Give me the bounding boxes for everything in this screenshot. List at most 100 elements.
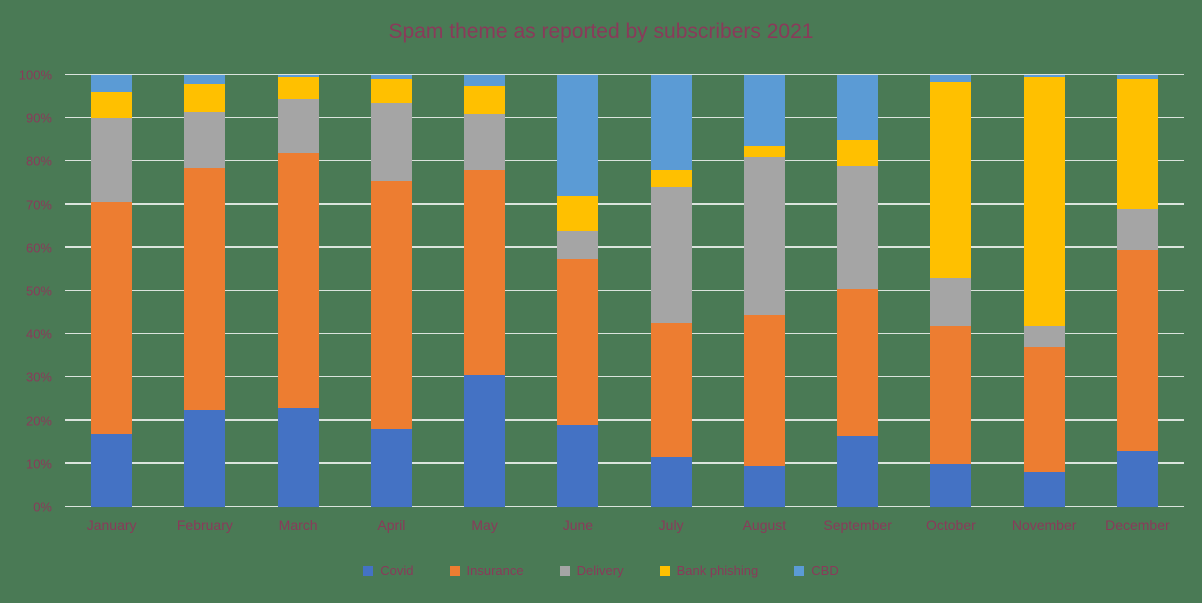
bar-segment-covid xyxy=(837,435,879,507)
bar-stack xyxy=(650,75,692,507)
bar-stack xyxy=(1023,75,1065,507)
bar-segment-delivery xyxy=(464,113,506,171)
bar-segment-insurance xyxy=(91,202,133,434)
bar-column-january xyxy=(65,75,158,507)
bar-segment-delivery xyxy=(930,278,972,326)
gridline xyxy=(65,419,1184,421)
bar-stack xyxy=(1116,75,1158,507)
bar-segment-insurance xyxy=(370,180,412,430)
legend-swatch xyxy=(794,565,805,576)
legend: Covid Insurance Delivery Bank phishing CBD xyxy=(0,563,1202,578)
y-axis: 0% 10% 20% 30% 40% 50% 60% 70% 80% 90% 100% xyxy=(0,68,58,515)
x-axis-label: September xyxy=(823,517,892,533)
bar-segment-covid xyxy=(1023,472,1065,507)
bar-stack xyxy=(743,75,785,507)
legend-item-delivery: Delivery xyxy=(559,563,624,578)
bar-segment-covid xyxy=(370,429,412,507)
bar-column-april xyxy=(345,75,438,507)
bar-column-november xyxy=(998,75,1091,507)
bar-segment-cbd xyxy=(1023,75,1065,78)
bar-segment-cbd xyxy=(557,75,599,196)
bar-segment-covid xyxy=(277,407,319,507)
bar-segment-bank-phishing xyxy=(743,146,785,158)
legend-label: CBD xyxy=(811,563,839,578)
gridline xyxy=(65,203,1184,205)
bar-segment-covid xyxy=(1116,450,1158,507)
bar-segment-covid xyxy=(930,463,972,507)
bar-segment-bank-phishing xyxy=(1023,77,1065,326)
bar-column-august xyxy=(718,75,811,507)
gridline xyxy=(65,375,1184,378)
bar-segment-insurance xyxy=(557,258,599,425)
x-axis-label: August xyxy=(742,517,787,533)
bar-segment-insurance xyxy=(464,170,506,376)
gridline xyxy=(65,159,1184,162)
x-axis-label: January xyxy=(86,517,137,533)
bar-segment-bank-phishing xyxy=(557,195,599,231)
legend-item-cbd: CBD xyxy=(794,563,839,578)
bar-column-september xyxy=(811,75,904,507)
bar-segment-covid xyxy=(650,457,692,507)
bar-segment-insurance xyxy=(650,323,692,458)
bar-segment-cbd xyxy=(91,75,133,93)
bar-segment-bank-phishing xyxy=(930,81,972,279)
bar-segment-delivery xyxy=(91,118,133,203)
bar-segment-delivery xyxy=(557,230,599,259)
bar-segment-delivery xyxy=(184,111,226,168)
bar-stack xyxy=(837,75,879,507)
bar-segment-bank-phishing xyxy=(370,79,412,104)
bar-segment-insurance xyxy=(184,167,226,410)
bar-stack xyxy=(277,75,319,507)
y-tick-label: 70% xyxy=(25,197,52,213)
bar-column-december xyxy=(1091,75,1184,507)
x-axis-label: July xyxy=(658,517,684,533)
legend-label: Delivery xyxy=(576,563,624,578)
bar-segment-delivery xyxy=(370,103,412,181)
bar-segment-cbd xyxy=(277,75,319,78)
y-tick-label: 100% xyxy=(18,67,52,83)
legend-item-covid: Covid xyxy=(363,563,414,578)
x-axis-label: June xyxy=(562,517,594,533)
bar-segment-delivery xyxy=(743,157,785,315)
legend-label: Covid xyxy=(380,563,414,578)
bar-segment-bank-phishing xyxy=(277,77,319,99)
bar-stack xyxy=(370,75,412,507)
legend-label: Insurance xyxy=(466,563,524,578)
legend-swatch xyxy=(363,565,374,576)
x-axis-label: February xyxy=(176,517,233,533)
y-tick-label: 90% xyxy=(25,110,52,126)
bar-segment-cbd xyxy=(837,75,879,140)
x-axis-label: March xyxy=(278,517,318,533)
bar-stack xyxy=(184,75,226,507)
bar-column-june xyxy=(531,75,624,507)
gridline xyxy=(65,462,1184,464)
y-tick-label: 30% xyxy=(25,369,52,385)
gridline xyxy=(65,73,1184,75)
legend-swatch xyxy=(559,565,570,576)
y-tick-label: 60% xyxy=(25,240,52,256)
legend-swatch xyxy=(449,565,460,576)
bars xyxy=(65,75,1184,507)
bar-segment-delivery xyxy=(650,187,692,324)
y-tick-label: 20% xyxy=(25,413,52,429)
x-axis-label: May xyxy=(471,517,498,533)
bar-segment-covid xyxy=(184,409,226,507)
bar-segment-covid xyxy=(464,375,506,507)
bar-column-october xyxy=(904,75,997,507)
x-axis-label: December xyxy=(1105,517,1170,533)
y-tick-label: 40% xyxy=(25,326,52,342)
bar-segment-covid xyxy=(743,465,785,507)
bar-column-july xyxy=(625,75,718,507)
legend-item-bank-phishing: Bank phishing xyxy=(659,563,758,578)
bar-segment-insurance xyxy=(930,325,972,464)
bar-segment-bank-phishing xyxy=(837,139,879,166)
legend-swatch xyxy=(659,565,670,576)
plot-area xyxy=(65,73,1184,507)
bar-segment-delivery xyxy=(277,98,319,153)
bar-segment-cbd xyxy=(464,75,506,86)
gridline xyxy=(65,332,1184,335)
bar-segment-delivery xyxy=(837,165,879,289)
x-axis-label: November xyxy=(1011,517,1077,533)
bar-stack xyxy=(91,75,133,507)
bar-segment-bank-phishing xyxy=(464,85,506,114)
